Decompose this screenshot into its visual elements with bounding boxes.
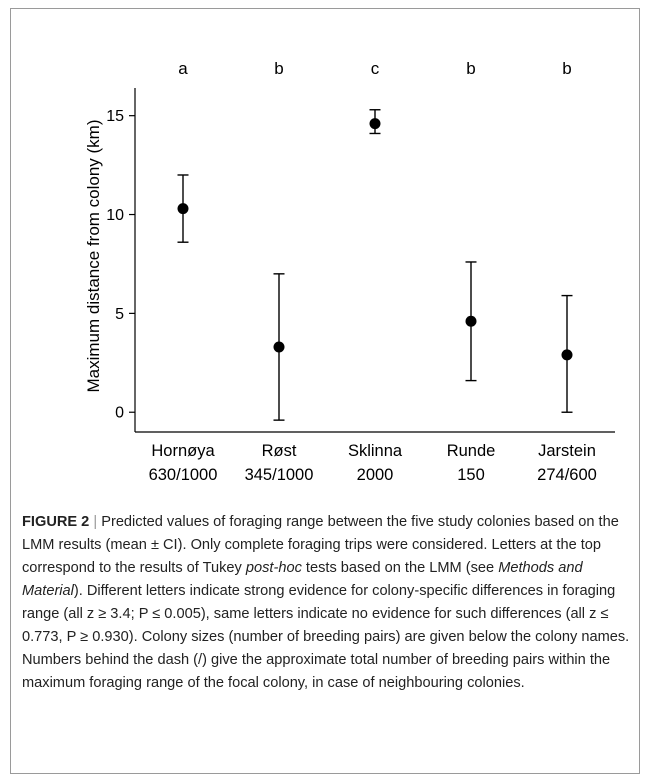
colony-size-label: 630/1000 bbox=[149, 466, 218, 484]
caption-text-2: tests based on the LMM (see bbox=[301, 560, 499, 576]
colony-size-label: 345/1000 bbox=[245, 466, 314, 484]
mean-point bbox=[465, 315, 477, 327]
y-tick-label: 0 bbox=[115, 405, 124, 422]
x-tick-label: Runde bbox=[447, 442, 496, 460]
colony-size-label: 2000 bbox=[357, 466, 394, 484]
colony-size-label: 274/600 bbox=[537, 466, 597, 484]
mean-point bbox=[177, 203, 189, 215]
x-tick-label: Hornøya bbox=[151, 442, 215, 460]
x-tick-label: Sklinna bbox=[348, 442, 403, 460]
y-tick-label: 10 bbox=[106, 207, 124, 224]
group-letter: b bbox=[274, 59, 283, 78]
mean-point bbox=[561, 349, 573, 361]
y-axis-label: Maximum distance from colony (km) bbox=[84, 119, 103, 392]
colony-size-label: 150 bbox=[457, 466, 485, 484]
y-tick-label: 5 bbox=[115, 306, 124, 323]
caption-separator: | bbox=[93, 514, 98, 530]
group-letter: b bbox=[466, 59, 475, 78]
caption-italic-methods: Methods and Material bbox=[22, 560, 583, 599]
group-letter: b bbox=[562, 59, 571, 78]
chart: Maximum distance from colony (km) 0 5 10 15… bbox=[84, 59, 615, 484]
caption-lead: FIGURE 2 bbox=[22, 514, 90, 530]
group-letter: c bbox=[371, 59, 380, 78]
group-letter: a bbox=[178, 59, 188, 78]
caption-text-3: ). Different letters indicate strong evi… bbox=[22, 583, 630, 691]
figure-frame bbox=[10, 8, 640, 774]
mean-point bbox=[273, 341, 285, 353]
mean-point bbox=[369, 118, 381, 130]
caption-text-1: Predicted values of foraging range betwe… bbox=[22, 514, 619, 576]
y-tick-label: 15 bbox=[106, 108, 124, 125]
x-tick-label: Jarstein bbox=[538, 442, 596, 460]
caption-italic-post-hoc: post-hoc bbox=[245, 560, 302, 576]
x-tick-label: Røst bbox=[262, 442, 297, 460]
figure-caption: FIGURE 2 | Predicted values of foraging … bbox=[22, 511, 630, 695]
